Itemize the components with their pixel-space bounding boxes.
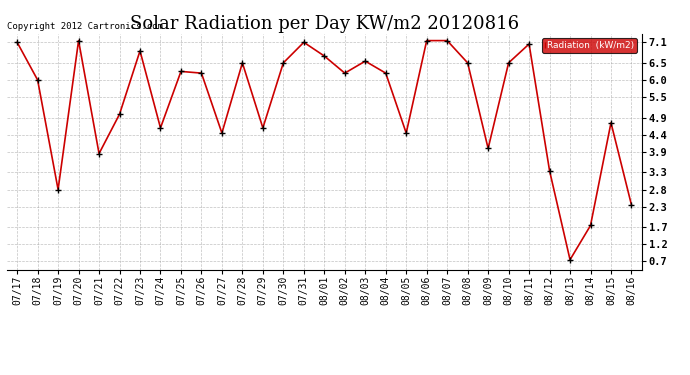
Text: Copyright 2012 Cartronics.com: Copyright 2012 Cartronics.com [7,22,163,32]
Text: Solar Radiation per Day KW/m2 20120816: Solar Radiation per Day KW/m2 20120816 [130,15,519,33]
Legend: Radiation  (kW/m2): Radiation (kW/m2) [542,38,637,53]
